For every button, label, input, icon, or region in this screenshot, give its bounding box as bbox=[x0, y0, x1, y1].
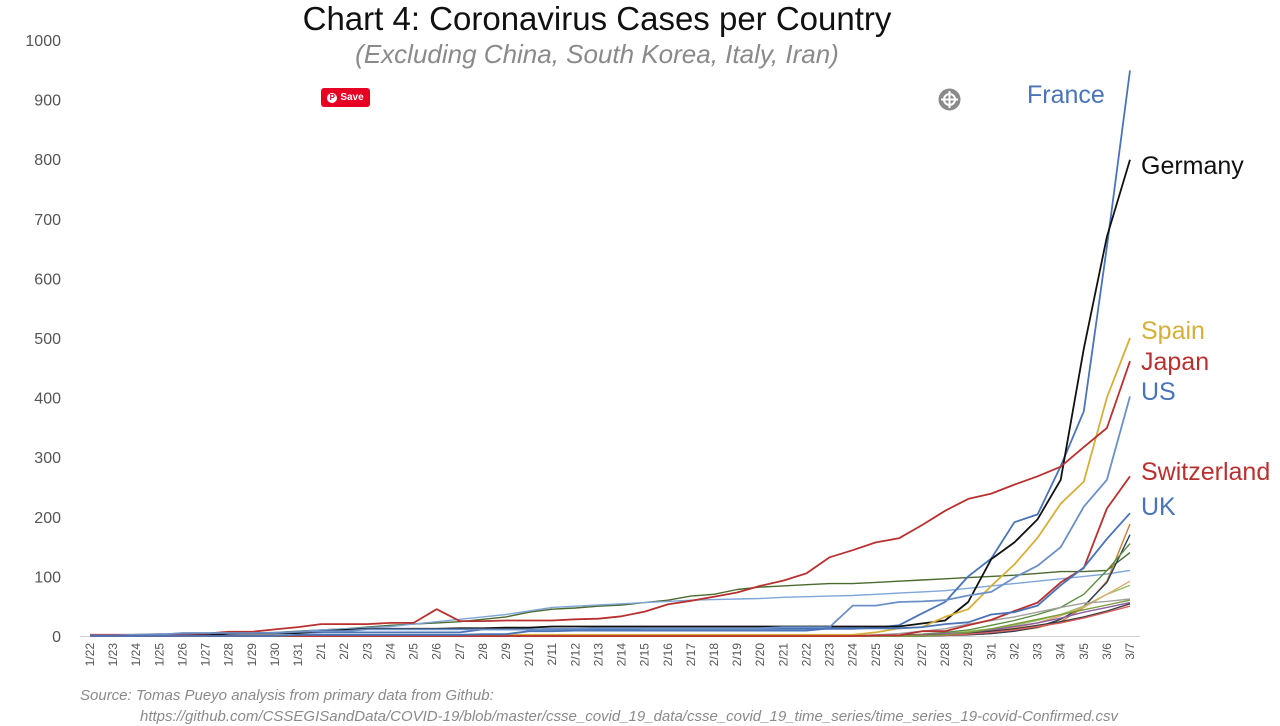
y-tick-label: 800 bbox=[34, 152, 61, 169]
chart-subtitle: (Excluding China, South Korea, Italy, Ir… bbox=[355, 39, 839, 69]
series-lines bbox=[90, 70, 1131, 637]
series-line-japan bbox=[90, 360, 1131, 636]
y-tick-label: 500 bbox=[34, 331, 61, 348]
x-tick-label: 2/17 bbox=[684, 643, 698, 667]
crosshair-icon[interactable] bbox=[938, 88, 961, 111]
x-tick-label: 2/29 bbox=[961, 643, 975, 667]
series-line bbox=[90, 523, 1131, 637]
x-tick-label: 1/22 bbox=[83, 643, 97, 667]
x-tick-label: 3/3 bbox=[1031, 643, 1045, 660]
y-tick-label: 600 bbox=[34, 271, 61, 288]
x-tick-label: 2/7 bbox=[453, 643, 467, 660]
y-tick-label: 100 bbox=[34, 569, 61, 586]
x-tick-label: 2/2 bbox=[337, 643, 351, 660]
x-tick-label: 2/26 bbox=[892, 643, 906, 667]
y-tick-label: 200 bbox=[34, 510, 61, 527]
series-line-us bbox=[90, 396, 1131, 637]
pinterest-icon: P bbox=[327, 92, 338, 103]
x-tick-label: 2/13 bbox=[591, 643, 605, 667]
series-label-japan: Japan bbox=[1141, 348, 1209, 376]
source-line-1: Source: Tomas Pueyo analysis from primar… bbox=[80, 687, 494, 704]
x-tick-label: 2/11 bbox=[545, 643, 559, 666]
y-tick-label: 400 bbox=[34, 391, 61, 408]
x-tick-label: 2/5 bbox=[407, 643, 421, 660]
series-line-uk bbox=[90, 512, 1131, 637]
x-tick-label: 3/4 bbox=[1054, 643, 1068, 660]
x-tick-label: 2/1 bbox=[314, 643, 328, 660]
x-tick-label: 1/29 bbox=[245, 643, 259, 667]
x-tick-label: 1/28 bbox=[222, 643, 236, 667]
x-tick-label: 2/28 bbox=[938, 643, 952, 667]
x-tick-label: 1/30 bbox=[268, 643, 282, 667]
x-tick-label: 1/25 bbox=[152, 643, 166, 667]
x-tick-label: 2/27 bbox=[915, 643, 929, 667]
y-tick-label: 1000 bbox=[25, 33, 61, 50]
y-tick-label: 300 bbox=[34, 450, 61, 467]
source-line-2: https://github.com/CSSEGISandData/COVID-… bbox=[140, 708, 1119, 725]
x-tick-label: 2/4 bbox=[383, 643, 397, 660]
x-tick-label: 3/2 bbox=[1007, 643, 1021, 660]
x-tick-label: 2/25 bbox=[869, 643, 883, 667]
x-tick-label: 2/8 bbox=[476, 643, 490, 660]
series-label-us: US bbox=[1141, 378, 1176, 406]
x-tick-label: 2/18 bbox=[707, 643, 721, 667]
pinterest-save-button[interactable]: P Save bbox=[321, 88, 370, 107]
x-tick-label: 2/6 bbox=[430, 643, 444, 660]
x-tick-label: 2/20 bbox=[753, 643, 767, 667]
series-line-france bbox=[90, 70, 1131, 637]
series-label-switzerland: Switzerland bbox=[1141, 458, 1270, 486]
x-tick-label: 2/10 bbox=[522, 643, 536, 667]
x-tick-label: 2/14 bbox=[615, 643, 629, 667]
x-tick-label: 2/23 bbox=[823, 643, 837, 667]
x-tick-label: 2/24 bbox=[846, 643, 860, 667]
series-label-germany: Germany bbox=[1141, 152, 1244, 180]
series-label-spain: Spain bbox=[1141, 317, 1205, 345]
x-tick-label: 1/27 bbox=[199, 643, 213, 667]
save-label: Save bbox=[340, 92, 364, 103]
x-axis: 1/22 1/23 1/24 1/25 1/26 1/27 1/28 1/29 1/30 1/31… bbox=[83, 643, 1137, 667]
x-tick-label: 3/7 bbox=[1123, 643, 1137, 660]
x-tick-label: 1/31 bbox=[291, 643, 305, 667]
x-tick-label: 3/1 bbox=[984, 643, 998, 660]
x-tick-label: 2/22 bbox=[799, 643, 813, 667]
x-tick-label: 2/15 bbox=[638, 643, 652, 667]
chart-title: Chart 4: Coronavirus Cases per Country bbox=[303, 0, 892, 37]
x-tick-label: 2/16 bbox=[661, 643, 675, 667]
series-label-uk: UK bbox=[1141, 493, 1176, 521]
series-label-france: France bbox=[1027, 81, 1105, 109]
x-tick-label: 3/6 bbox=[1100, 643, 1114, 660]
y-tick-label: 900 bbox=[34, 93, 61, 110]
x-tick-label: 1/24 bbox=[129, 643, 143, 667]
x-tick-label: 3/5 bbox=[1077, 643, 1091, 660]
x-tick-label: 2/9 bbox=[499, 643, 513, 660]
x-tick-label: 2/21 bbox=[776, 643, 790, 667]
series-line-germany bbox=[90, 159, 1131, 637]
y-tick-label: 0 bbox=[52, 629, 61, 646]
y-tick-label: 700 bbox=[34, 212, 61, 229]
x-tick-label: 1/26 bbox=[175, 643, 189, 667]
x-tick-label: 1/23 bbox=[106, 643, 120, 667]
x-tick-label: 2/3 bbox=[360, 643, 374, 660]
y-axis: 0 100 200 300 400 500 600 700 800 900 1000 bbox=[25, 33, 61, 646]
x-tick-label: 2/19 bbox=[730, 643, 744, 667]
x-tick-label: 2/12 bbox=[568, 643, 582, 667]
series-line-switzerland bbox=[90, 475, 1131, 637]
